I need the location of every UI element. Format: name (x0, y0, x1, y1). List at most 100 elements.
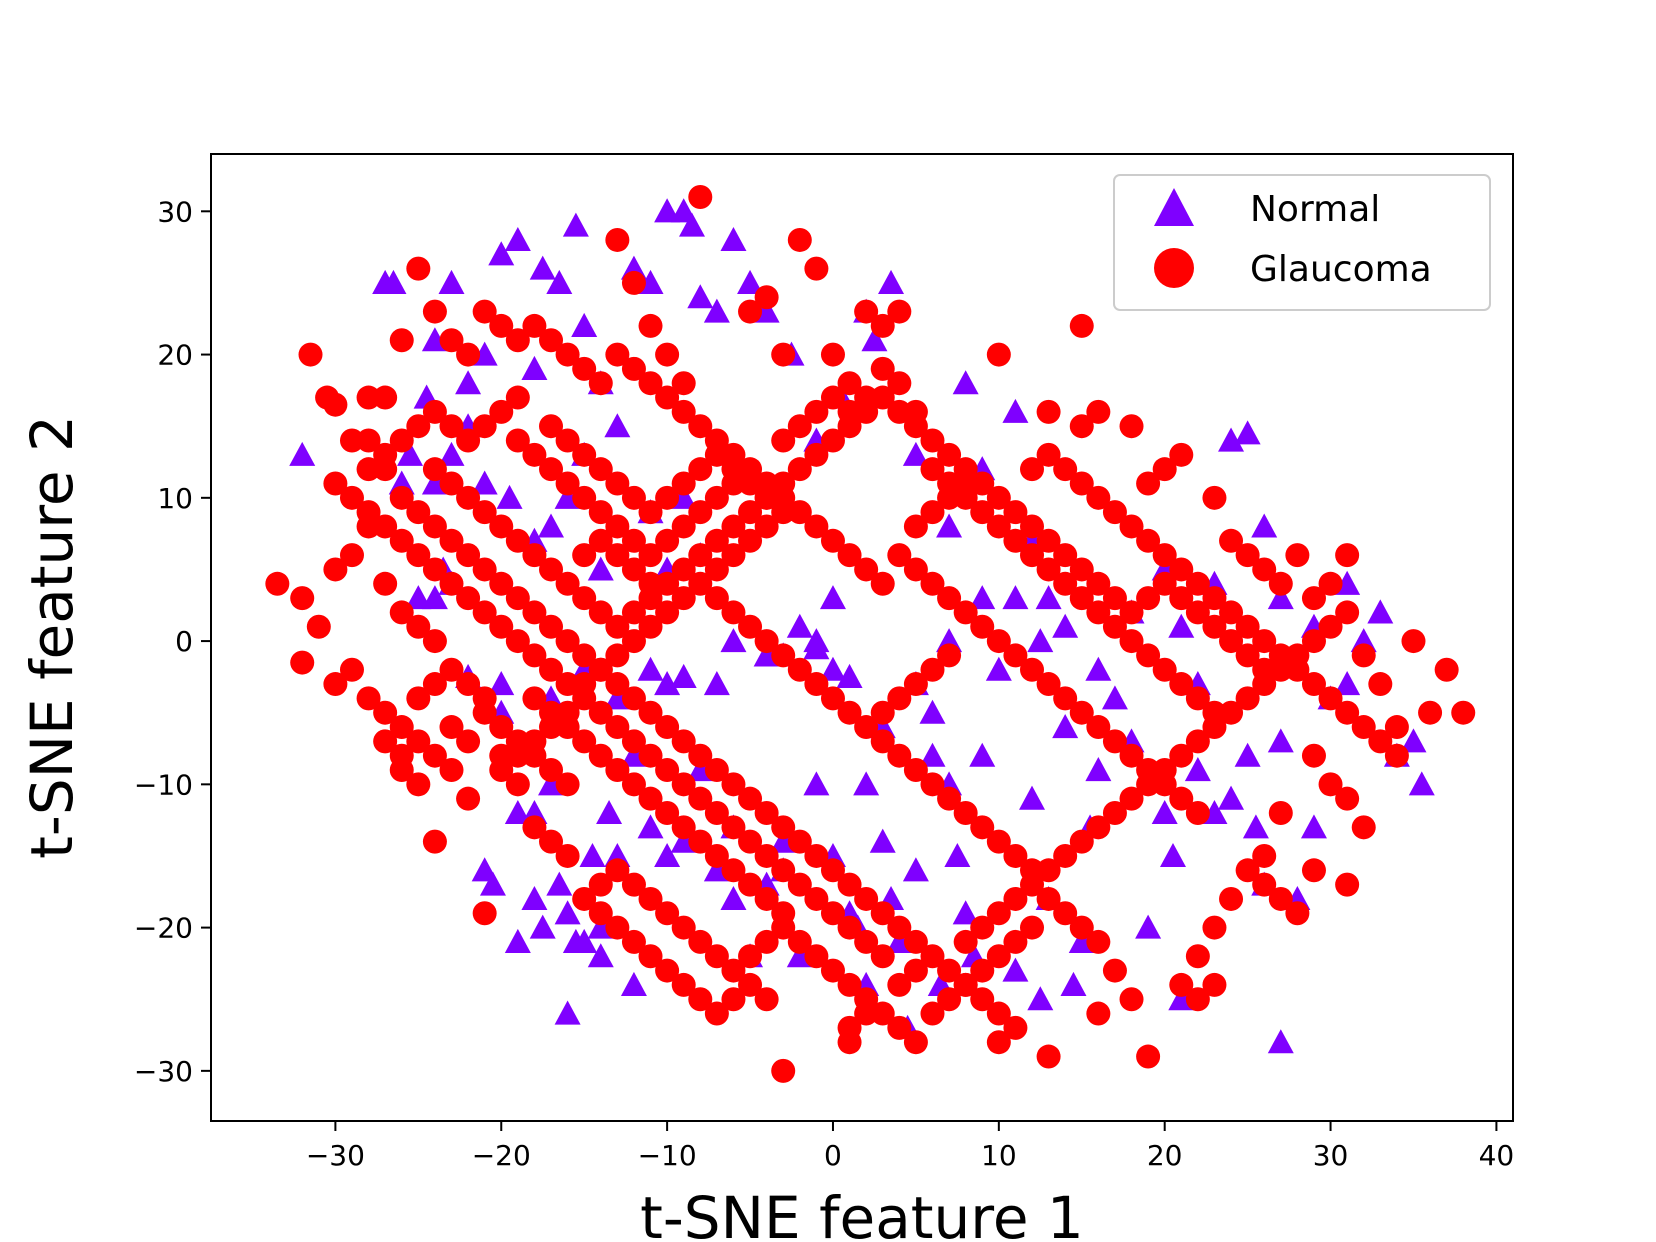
point-glaucoma (555, 428, 580, 453)
point-glaucoma (1003, 643, 1028, 668)
point-glaucoma (588, 743, 613, 768)
point-glaucoma (787, 929, 812, 954)
point-glaucoma (771, 643, 796, 668)
point-glaucoma (605, 672, 630, 697)
point-normal (720, 226, 747, 252)
point-normal (1267, 1029, 1294, 1054)
point-glaucoma (820, 528, 845, 553)
point-glaucoma (1020, 858, 1045, 883)
point-glaucoma (290, 650, 315, 675)
point-glaucoma (1202, 485, 1227, 510)
point-glaucoma (887, 371, 912, 396)
point-glaucoma (1069, 586, 1094, 611)
point-normal (1218, 785, 1245, 810)
point-glaucoma (638, 571, 663, 596)
point-glaucoma (1152, 543, 1177, 568)
point-glaucoma (1318, 571, 1343, 596)
point-glaucoma (820, 342, 845, 367)
point-normal (969, 742, 996, 767)
point-normal (380, 269, 407, 294)
point-glaucoma (738, 299, 763, 324)
point-glaucoma (870, 700, 895, 725)
point-glaucoma (1185, 686, 1210, 711)
point-glaucoma (621, 872, 646, 897)
point-glaucoma (721, 858, 746, 883)
point-glaucoma (1169, 557, 1194, 582)
point-glaucoma (1185, 800, 1210, 825)
point-glaucoma (704, 758, 729, 783)
point-glaucoma (986, 1030, 1011, 1055)
point-glaucoma (422, 457, 447, 482)
point-glaucoma (671, 815, 696, 840)
point-glaucoma (555, 772, 580, 797)
y-tick-label: 30 (157, 195, 193, 228)
point-glaucoma (738, 972, 763, 997)
point-glaucoma (920, 657, 945, 682)
point-glaucoma (721, 543, 746, 568)
point-glaucoma (1119, 743, 1144, 768)
point-glaucoma (605, 858, 630, 883)
point-glaucoma (1219, 886, 1244, 911)
point-glaucoma (638, 543, 663, 568)
point-glaucoma (588, 457, 613, 482)
point-glaucoma (1152, 457, 1177, 482)
point-glaucoma (306, 614, 331, 639)
point-glaucoma (522, 313, 547, 338)
point-glaucoma (704, 485, 729, 510)
point-glaucoma (539, 557, 564, 582)
point-glaucoma (1318, 686, 1343, 711)
point-normal (853, 771, 880, 796)
point-glaucoma (373, 700, 398, 725)
point-normal (521, 355, 548, 380)
point-glaucoma (887, 1015, 912, 1040)
point-normal (720, 628, 747, 653)
point-normal (654, 671, 681, 696)
point-normal (438, 441, 465, 466)
point-glaucoma (605, 915, 630, 940)
point-normal (1400, 728, 1427, 753)
point-glaucoma (1119, 786, 1144, 811)
point-glaucoma (887, 972, 912, 997)
point-glaucoma (588, 500, 613, 525)
point-glaucoma (439, 571, 464, 596)
point-glaucoma (539, 758, 564, 783)
point-glaucoma (738, 528, 763, 553)
x-tick-label: 10 (981, 1139, 1017, 1172)
legend: Normal Glaucoma (1113, 174, 1491, 311)
point-glaucoma (323, 557, 348, 582)
point-glaucoma (820, 901, 845, 926)
point-glaucoma (638, 886, 663, 911)
point-glaucoma (887, 743, 912, 768)
point-normal (1267, 728, 1294, 753)
point-glaucoma (920, 571, 945, 596)
point-glaucoma (937, 471, 962, 496)
point-glaucoma (638, 786, 663, 811)
point-glaucoma (1036, 1044, 1061, 1069)
point-glaucoma (489, 514, 514, 539)
x-tick-label: 30 (1313, 1139, 1349, 1172)
point-glaucoma (837, 915, 862, 940)
point-glaucoma (522, 442, 547, 467)
point-normal (1052, 714, 1079, 739)
point-glaucoma (522, 643, 547, 668)
point-glaucoma (986, 944, 1011, 969)
point-glaucoma (1185, 571, 1210, 596)
point-normal (1408, 771, 1435, 796)
point-normal (1027, 986, 1054, 1011)
point-normal (405, 585, 432, 610)
point-glaucoma (1301, 858, 1326, 883)
x-axis-label: t-SNE feature 1 (640, 1184, 1084, 1242)
point-glaucoma (605, 715, 630, 740)
point-glaucoma (522, 686, 547, 711)
point-glaucoma (572, 686, 597, 711)
point-glaucoma (456, 672, 481, 697)
point-glaucoma (1368, 729, 1393, 754)
point-glaucoma (323, 392, 348, 417)
point-normal (529, 914, 556, 939)
point-glaucoma (837, 872, 862, 897)
point-glaucoma (489, 399, 514, 424)
point-glaucoma (1434, 657, 1459, 682)
point-glaucoma (1268, 886, 1293, 911)
point-normal (836, 663, 863, 688)
point-glaucoma (1202, 586, 1227, 611)
